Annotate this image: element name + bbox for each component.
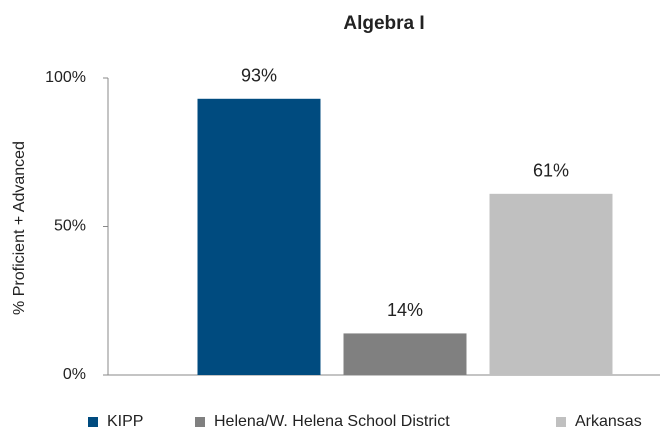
bar bbox=[489, 193, 613, 375]
legend-label: Helena/W. Helena School District bbox=[214, 413, 450, 430]
y-tick-label: 100% bbox=[45, 69, 86, 86]
y-tick-label: 50% bbox=[54, 218, 86, 235]
legend-label: KIPP bbox=[107, 413, 143, 430]
legend-swatch bbox=[556, 417, 566, 427]
legend-label: Arkansas bbox=[575, 413, 642, 430]
value-label: 14% bbox=[387, 300, 423, 320]
bar bbox=[197, 98, 321, 375]
value-label: 93% bbox=[241, 66, 277, 86]
value-label: 61% bbox=[533, 161, 569, 181]
legend-swatch bbox=[195, 417, 205, 427]
bar bbox=[343, 333, 467, 375]
y-tick-label: 0% bbox=[63, 366, 86, 383]
chart-title: Algebra I bbox=[343, 13, 424, 34]
legend-swatch bbox=[88, 417, 98, 427]
y-axis-title: % Proficient + Advanced bbox=[11, 141, 28, 315]
